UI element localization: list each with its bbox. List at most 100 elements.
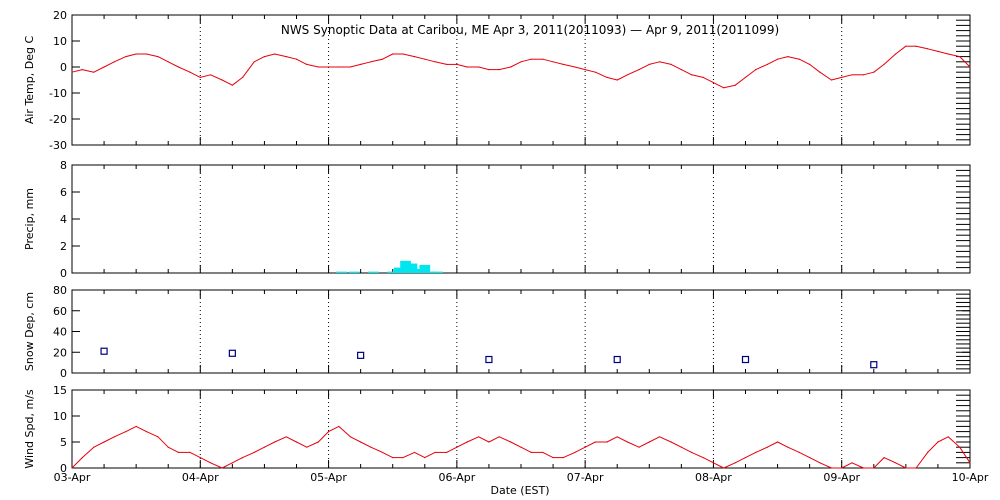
air-temp-point <box>862 74 865 76</box>
air-temp-line-segment <box>659 61 672 65</box>
y-tick-label: 4 <box>60 213 67 226</box>
wind-speed-point <box>231 462 233 464</box>
air-temp-point <box>274 53 276 55</box>
wind-speed-line-segment <box>253 446 265 453</box>
air-temp-line-segment <box>927 48 939 52</box>
wind-speed-point <box>862 467 865 469</box>
air-temp-point <box>894 53 897 55</box>
air-temp-line-segment <box>264 53 275 58</box>
y-tick-label: 10 <box>53 410 67 423</box>
air-temp-line-segment <box>242 61 255 78</box>
wind-speed-point <box>734 462 736 464</box>
air-temp-line-segment <box>210 74 223 81</box>
air-temp-point <box>189 71 191 73</box>
wind-speed-line-segment <box>819 462 832 469</box>
precip-bar <box>348 271 360 273</box>
air-temp-line-segment <box>787 56 800 60</box>
wind-speed-point <box>947 436 949 438</box>
air-temp-line-segment <box>114 56 127 63</box>
air-temp-point <box>466 66 468 68</box>
air-temp-point <box>221 79 223 81</box>
wind-speed-line-segment <box>627 441 640 448</box>
air-temp-point <box>562 63 564 65</box>
air-temp-point <box>723 87 725 89</box>
wind-speed-point <box>488 441 490 443</box>
wind-speed-line-segment <box>488 436 500 443</box>
air-temp-point <box>574 66 576 68</box>
air-temp-point <box>317 66 319 68</box>
wind-speed-point <box>93 446 95 448</box>
air-temp-ylabel: Air Temp, Deg C <box>23 36 36 125</box>
wind-speed-line-segment <box>146 431 159 438</box>
air-temp-line-segment <box>93 66 105 73</box>
air-temp-point <box>947 53 949 55</box>
wind-speed-point <box>798 451 800 453</box>
air-temp-point <box>71 71 73 73</box>
wind-speed-point <box>157 436 159 438</box>
wind-speed-point <box>648 441 650 443</box>
air-temp-point <box>510 66 512 68</box>
air-temp-line-segment <box>948 53 960 58</box>
wind-speed-point <box>434 451 436 453</box>
wind-speed-line-segment <box>851 462 864 469</box>
air-temp-line-segment <box>627 69 640 76</box>
y-tick-label: 6 <box>60 186 67 199</box>
wind-speed-point <box>638 446 640 448</box>
air-temp-line-segment <box>959 56 971 68</box>
snow-depth-marker <box>870 361 878 369</box>
air-temp-point <box>263 56 266 58</box>
air-temp-point <box>360 63 362 65</box>
x-date-label: 09-Apr <box>823 471 860 484</box>
air-temp-point <box>959 56 961 58</box>
wind-speed-point <box>905 467 907 469</box>
precip-bar <box>368 271 379 273</box>
y-tick-label: 15 <box>53 384 67 397</box>
air-temp-point <box>167 61 169 63</box>
wind-speed-point <box>594 441 597 443</box>
air-temp-line-segment <box>799 58 810 65</box>
air-temp-line-segment <box>831 76 842 81</box>
wind-speed-point <box>199 457 201 459</box>
wind-speed-line-segment <box>649 436 660 443</box>
wind-speed-point <box>766 446 768 448</box>
wind-speed-line-segment <box>456 441 468 448</box>
wind-speed-point <box>445 451 448 453</box>
air-temp-line-segment <box>286 56 297 60</box>
air-temp-point <box>478 66 480 68</box>
wind-speed-line-segment <box>498 436 511 443</box>
air-temp-point <box>381 58 384 60</box>
wind-speed-line-segment <box>787 446 800 453</box>
y-tick-label: 80 <box>53 284 67 297</box>
air-temp-line-segment <box>424 58 436 63</box>
air-temp-line-segment <box>253 56 265 63</box>
x-date-label: 06-Apr <box>438 471 475 484</box>
wind-speed-point <box>413 451 416 453</box>
wind-speed-point <box>873 467 875 469</box>
wind-speed-point <box>71 467 73 469</box>
precip-frame <box>71 164 971 274</box>
wind-speed-line-segment <box>221 462 233 469</box>
wind-speed-point <box>616 436 618 438</box>
air-temp-line-segment <box>777 56 788 60</box>
wind-speed-line-segment <box>841 462 853 469</box>
wind-speed-point <box>830 467 833 469</box>
air-temp-point <box>766 63 768 65</box>
air-temp-point <box>488 69 490 71</box>
wind-speed-line-segment <box>702 457 714 464</box>
wind-speed-point <box>510 441 512 443</box>
air-temp-line-segment <box>125 53 137 58</box>
wind-speed-line-segment <box>799 451 810 459</box>
wind-speed-point <box>370 446 372 448</box>
wind-speed-point <box>242 457 244 459</box>
air-temp-line-segment <box>767 58 778 65</box>
wind-speed-line-segment <box>350 436 361 443</box>
wind-speed-line-segment <box>360 441 372 448</box>
air-temp-point <box>819 71 821 73</box>
wind-speed-line-segment <box>466 436 479 443</box>
wind-speed-line-segment <box>424 451 436 459</box>
snow-depth-marker <box>100 347 108 355</box>
air-temp-line-segment <box>702 76 714 84</box>
wind-speed-point <box>574 451 576 453</box>
